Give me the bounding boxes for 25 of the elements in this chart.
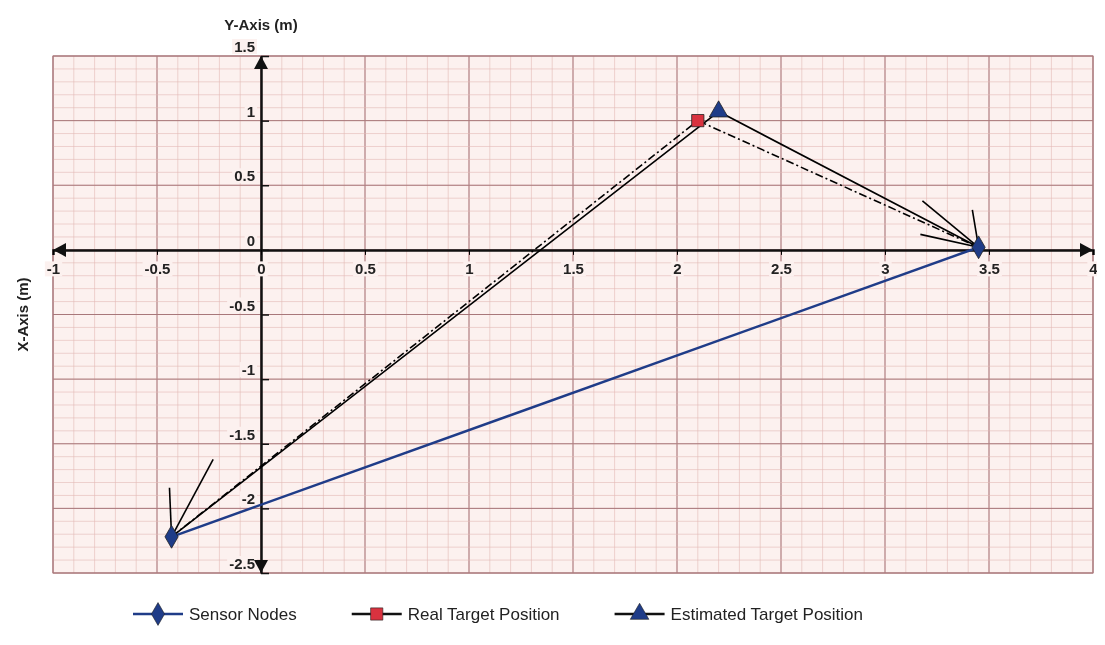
legend-label: Estimated Target Position <box>670 605 864 624</box>
x-tick-label: -0.5 <box>144 260 171 278</box>
x-tick-label: 0.5 <box>355 260 376 278</box>
x-tick-label: 0 <box>257 260 266 278</box>
y-tick-label: -1 <box>241 361 255 379</box>
y-tick-label: -1.5 <box>229 425 255 443</box>
x-tick-label: 3 <box>881 260 890 278</box>
y-tick-label: -0.5 <box>229 296 255 314</box>
y-tick-label: -2.5 <box>229 555 255 572</box>
y-axis-title: X-Axis (m) <box>14 277 31 352</box>
text: Y-Axis (m) <box>224 16 298 33</box>
y-tick-label: 0 <box>246 231 255 249</box>
x-tick-label: 1 <box>465 260 474 278</box>
y-tick-label: 0.5 <box>234 167 255 185</box>
x-tick-label: 4 <box>1089 260 1099 278</box>
y-tick-label: 1.5 <box>234 38 255 55</box>
x-tick-label: 2.5 <box>771 260 792 278</box>
x-tick-label: 2 <box>673 260 682 278</box>
y-tick-label: -2 <box>241 490 255 508</box>
x-tick-label: 3.5 <box>979 260 1000 278</box>
legend-label: Real Target Position <box>407 605 560 624</box>
x-tick-label: 1.5 <box>563 260 584 278</box>
y-tick-label: 1 <box>246 102 255 120</box>
x-tick-label: -1 <box>46 260 61 278</box>
legend-label: Sensor Nodes <box>189 605 297 624</box>
